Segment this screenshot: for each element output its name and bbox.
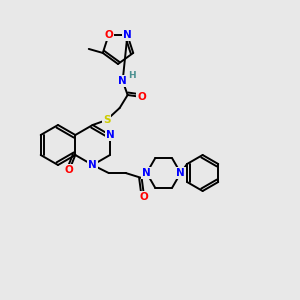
Text: N: N xyxy=(123,30,132,40)
Text: N: N xyxy=(176,168,185,178)
Text: N: N xyxy=(88,160,97,170)
Text: O: O xyxy=(65,165,74,175)
Text: O: O xyxy=(104,30,113,40)
Text: S: S xyxy=(103,115,110,125)
Text: O: O xyxy=(139,192,148,202)
Text: N: N xyxy=(118,76,127,86)
Text: N: N xyxy=(142,168,151,178)
Text: O: O xyxy=(137,92,146,102)
Text: H: H xyxy=(128,71,136,80)
Text: N: N xyxy=(106,130,114,140)
